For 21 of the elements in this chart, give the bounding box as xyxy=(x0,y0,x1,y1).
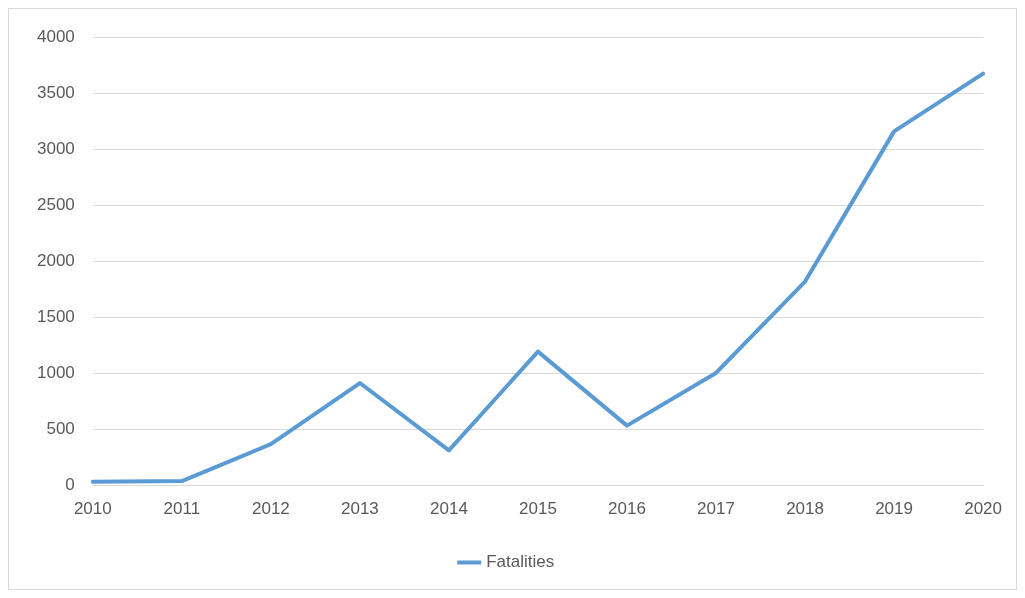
y-tick-label: 500 xyxy=(46,419,75,439)
y-tick-label: 4000 xyxy=(36,26,75,46)
x-tick-label: 2016 xyxy=(608,499,646,519)
legend-label: Fatalities xyxy=(486,552,555,572)
x-tick-label: 2012 xyxy=(251,499,290,519)
x-tick-label: 2014 xyxy=(430,499,468,519)
x-tick-label: 2018 xyxy=(786,499,824,519)
y-tick-label: 2000 xyxy=(36,251,75,271)
x-tick-label: 2015 xyxy=(519,499,557,519)
x-tick-label: 2017 xyxy=(697,499,735,519)
y-tick-label: 1000 xyxy=(36,363,75,383)
x-tick-label: 2020 xyxy=(964,499,1002,519)
y-tick-label: 2500 xyxy=(36,195,75,215)
x-tick-label: 2013 xyxy=(340,499,379,519)
y-tick-label: 3500 xyxy=(36,82,75,102)
x-tick-label: 2019 xyxy=(875,499,913,519)
y-tick-label: 0 xyxy=(65,475,75,495)
x-tick-label: 2010 xyxy=(73,499,112,519)
y-tick-label: 3000 xyxy=(36,138,75,158)
x-tick-label: 2011 xyxy=(163,499,201,519)
y-tick-label: 1500 xyxy=(36,307,75,327)
